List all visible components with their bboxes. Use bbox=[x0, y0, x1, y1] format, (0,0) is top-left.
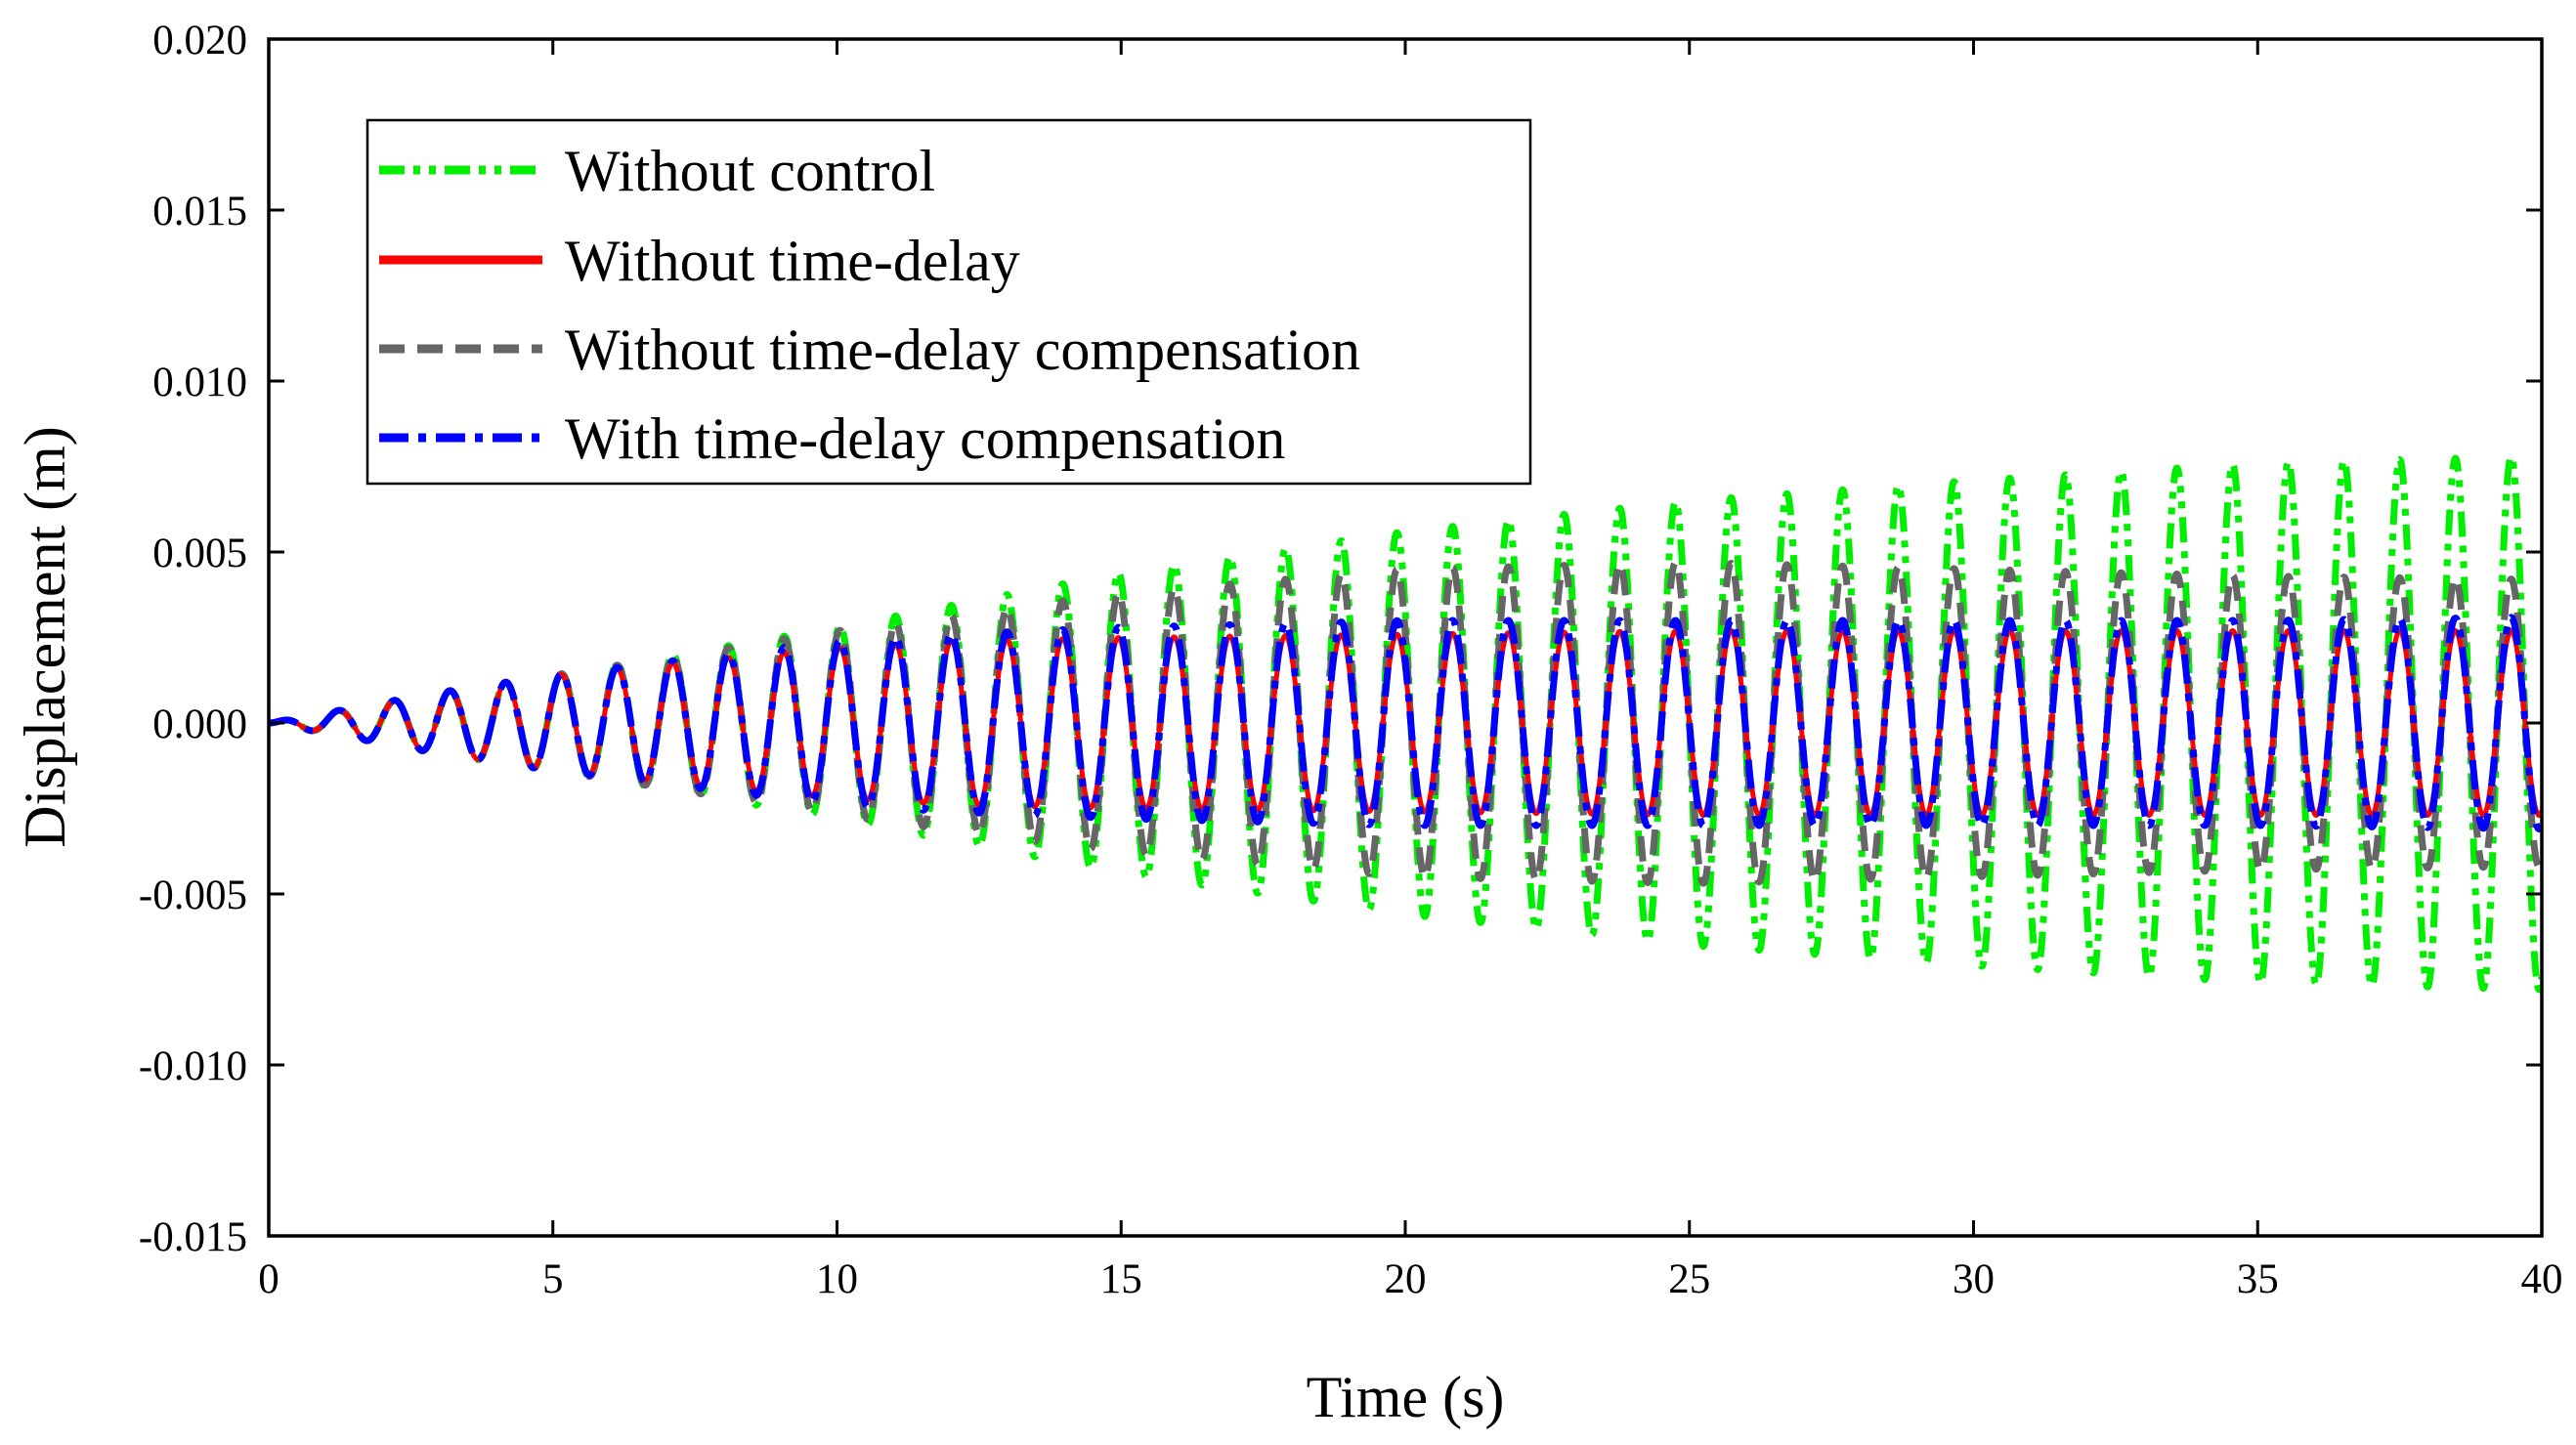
x-tick-label: 35 bbox=[2237, 1256, 2279, 1302]
x-tick-label: 20 bbox=[1385, 1256, 1427, 1302]
series-layer bbox=[269, 453, 2542, 994]
legend-label-4: With time-delay compensation bbox=[565, 406, 1285, 471]
y-tick-label: 0.020 bbox=[152, 18, 247, 64]
legend-label-3: Without time-delay compensation bbox=[565, 318, 1360, 382]
x-tick-label: 30 bbox=[1953, 1256, 1995, 1302]
y-tick-label: -0.010 bbox=[139, 1043, 247, 1089]
legend-label-2: Without time-delay bbox=[565, 229, 1020, 293]
y-tick-label: -0.015 bbox=[139, 1214, 247, 1260]
y-tick-label: -0.005 bbox=[139, 872, 247, 918]
y-tick-label: 0.005 bbox=[152, 531, 247, 576]
y-tick-label: 0.000 bbox=[152, 701, 247, 747]
legend-box bbox=[365, 118, 1532, 486]
x-tick-label: 40 bbox=[2521, 1256, 2563, 1302]
x-tick-label: 5 bbox=[542, 1256, 564, 1302]
y-axis-title: Displacement (m) bbox=[13, 426, 77, 848]
y-tick-label: 0.010 bbox=[152, 360, 247, 405]
x-tick-label: 15 bbox=[1100, 1256, 1142, 1302]
legend-label-1: Without control bbox=[565, 139, 935, 203]
x-tick-label: 10 bbox=[816, 1256, 858, 1302]
ticks-layer: 0 5 10 15 20 25 30 35 40 -0.015 -0.010 -0.005 0.000 0… bbox=[139, 18, 2563, 1302]
x-tick-label: 0 bbox=[258, 1256, 279, 1302]
legend: Without control Without time-delay Without… bbox=[365, 118, 1532, 486]
series-line-4 bbox=[269, 614, 2542, 832]
x-axis-title: Time (s) bbox=[1307, 1365, 1505, 1429]
y-tick-label: 0.015 bbox=[152, 189, 247, 234]
x-tick-label: 25 bbox=[1668, 1256, 1710, 1302]
